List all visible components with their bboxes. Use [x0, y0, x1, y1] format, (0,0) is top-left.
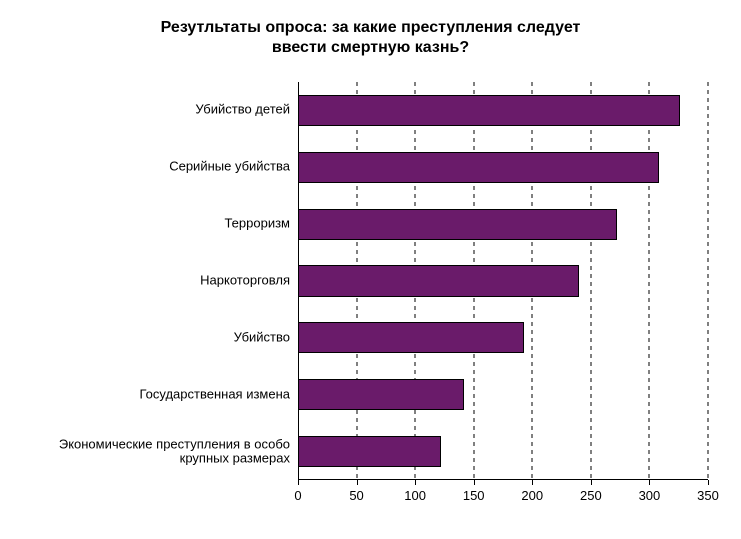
y-category-label: Терроризм [8, 217, 290, 232]
gridline [648, 82, 650, 480]
bar [298, 379, 464, 410]
x-tick-label: 350 [697, 488, 719, 503]
x-tick-label: 0 [294, 488, 301, 503]
x-tick [591, 480, 592, 485]
x-axis-line [298, 479, 708, 480]
chart-container: Резутльтаты опроса: за какие преступлени… [0, 0, 741, 539]
plot-area: 050100150200250300350 [298, 82, 708, 480]
y-category-label: Наркоторговля [8, 274, 290, 289]
bar [298, 322, 524, 353]
chart-title: Резутльтаты опроса: за какие преступлени… [0, 18, 741, 58]
x-tick [649, 480, 650, 485]
gridline [707, 82, 709, 480]
x-tick-label: 200 [521, 488, 543, 503]
bar [298, 152, 659, 183]
x-tick [532, 480, 533, 485]
x-tick [298, 480, 299, 485]
gridline [590, 82, 592, 480]
x-tick-label: 150 [463, 488, 485, 503]
x-tick [474, 480, 475, 485]
x-tick [357, 480, 358, 485]
x-tick-label: 300 [639, 488, 661, 503]
x-tick-label: 100 [404, 488, 426, 503]
y-category-label: Экономические преступления в особо крупн… [8, 437, 290, 466]
bar [298, 436, 441, 467]
x-tick-label: 250 [580, 488, 602, 503]
y-category-label: Серийные убийства [8, 160, 290, 175]
x-tick [708, 480, 709, 485]
y-category-label: Убийство [8, 331, 290, 346]
x-tick [415, 480, 416, 485]
y-category-label: Убийство детей [8, 103, 290, 118]
bar [298, 95, 680, 126]
bar [298, 265, 579, 296]
x-tick-label: 50 [349, 488, 363, 503]
y-category-label: Государственная измена [8, 387, 290, 402]
bar [298, 209, 617, 240]
